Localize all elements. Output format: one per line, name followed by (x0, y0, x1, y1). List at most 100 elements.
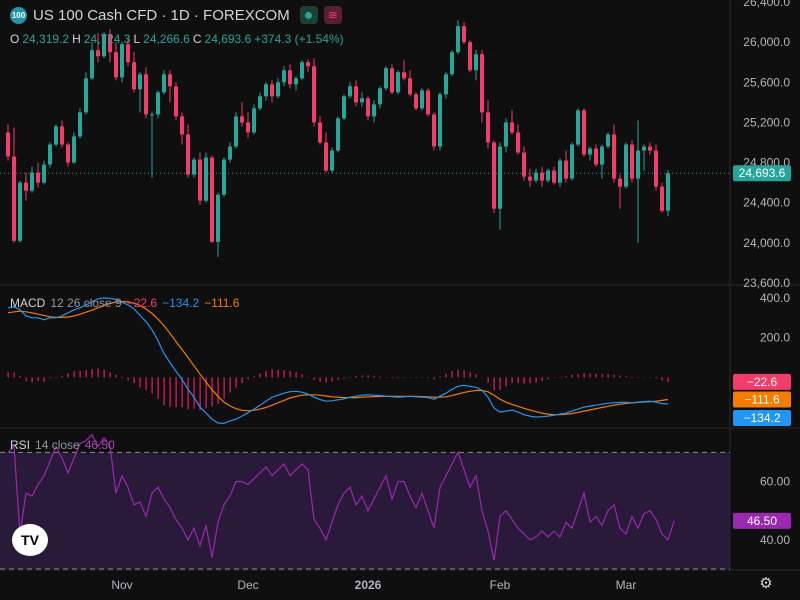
macd-histogram-bar (385, 377, 387, 378)
candle-body (186, 134, 190, 175)
last-price-badge-bg (733, 165, 791, 182)
macd-histogram-bar (595, 373, 597, 378)
macd-histogram-bar (307, 376, 309, 378)
candle-body (252, 108, 256, 133)
macd-histogram-bar (253, 376, 255, 378)
gear-icon[interactable]: ⚙ (759, 575, 773, 592)
candle-body (378, 88, 382, 105)
symbol-badge[interactable]: 100 (10, 6, 27, 24)
macd-histogram-bar (379, 376, 381, 378)
macd-legend-signal: −111.6 (204, 296, 240, 310)
candle-body (234, 116, 238, 147)
macd-legend-name[interactable]: MACD (10, 296, 46, 310)
time-axis-tick: Nov (111, 578, 132, 592)
macd-histogram-bar (169, 377, 171, 407)
macd-histogram-bar (31, 377, 33, 383)
candle-body (474, 54, 478, 71)
high-label: H (72, 32, 81, 46)
candle-body (438, 94, 442, 147)
macd-axis-tick: 400.0 (760, 291, 790, 305)
macd-histogram-bar (175, 377, 177, 408)
candle-body (312, 66, 316, 123)
macd-histogram-bar (121, 377, 123, 379)
macd-axis-tick: 200.0 (760, 331, 790, 345)
time-axis-tick: Dec (237, 578, 258, 592)
macd-histogram-bar (409, 377, 411, 378)
candle-body (372, 104, 376, 117)
macd-histogram-bar (145, 377, 147, 391)
candle-body (480, 54, 484, 113)
candle-body (444, 74, 448, 95)
candle-body (504, 122, 508, 147)
macd-histogram-bar (361, 375, 363, 378)
macd-histogram-bar (637, 377, 639, 378)
candle-body (588, 148, 592, 155)
symbol-title[interactable]: US 100 Cash CFD · 1D · FOREXCOM (33, 6, 290, 24)
price-axis-tick: 23,600.0 (743, 276, 790, 290)
rsi-legend[interactable]: RSI 14 close 46.50 (10, 438, 115, 452)
macd-histogram-bar (463, 370, 465, 378)
macd-histogram-bar (415, 377, 417, 378)
macd-histogram-bar (613, 374, 615, 378)
candle-body (426, 90, 430, 115)
macd-histogram-bar (127, 377, 129, 381)
macd-value-badge: −134.2 (743, 411, 780, 425)
open-label: O (10, 32, 20, 46)
candle-body (630, 144, 634, 179)
candle-body (330, 150, 334, 171)
candle-body (594, 148, 598, 165)
macd-histogram-bar (19, 375, 21, 378)
macd-histogram-bar (97, 368, 99, 378)
rsi-axis-tick: 40.00 (760, 533, 790, 547)
price-axis-tick: 26,400.0 (743, 0, 790, 9)
macd-histogram-bar (403, 377, 405, 378)
candle-body (516, 132, 520, 153)
macd-histogram-bar (391, 377, 393, 378)
candle-body (606, 134, 610, 147)
macd-histogram-bar (271, 369, 273, 378)
last-price-badge: 24,693.6 (739, 166, 786, 180)
macd-histogram-bar (61, 375, 63, 378)
candle-body (156, 92, 160, 115)
macd-histogram-bar (433, 377, 435, 380)
market-status-icon[interactable] (299, 6, 318, 24)
macd-histogram-bar (625, 376, 627, 378)
candle-body (360, 98, 364, 103)
macd-histogram-bar (55, 377, 57, 378)
macd-legend[interactable]: MACD 12 26 close 9 −22.6 −134.2 −111.6 (10, 296, 239, 310)
macd-histogram-bar (43, 377, 45, 382)
macd-histogram-bar (241, 377, 243, 384)
macd-hist-badge-bg (733, 373, 791, 390)
macd-legend-params: 12 26 close 9 (50, 296, 122, 310)
rsi-legend-name[interactable]: RSI (10, 438, 31, 452)
time-axis-tick: 2026 (355, 578, 382, 592)
candle-body (546, 170, 550, 181)
candle-body (162, 74, 166, 93)
macd-histogram-bar (109, 372, 111, 378)
candle-body (84, 78, 88, 113)
candle-body (210, 157, 214, 242)
macd-histogram-bar (427, 377, 429, 379)
macd-histogram-bar (91, 369, 93, 378)
macd-histogram-bar (601, 373, 603, 378)
candle-body (486, 112, 490, 143)
macd-histogram-bar (157, 377, 159, 399)
macd-histogram-bar (523, 377, 525, 384)
candle-body (408, 78, 412, 95)
macd-histogram-bar (217, 377, 219, 404)
macd-histogram-bar (313, 377, 315, 380)
candle-body (540, 172, 544, 181)
tradingview-logo-icon[interactable]: TV (12, 524, 48, 556)
macd-hist-badge: −22.6 (747, 375, 778, 389)
macd-histogram-bar (487, 377, 489, 383)
candle-body (54, 126, 58, 145)
close-label: C (192, 32, 202, 46)
candle-body (318, 122, 322, 143)
data-provider-icon[interactable]: ≋ (323, 6, 342, 24)
macd-histogram-bar (367, 375, 369, 378)
macd-histogram-bar (331, 377, 333, 382)
macd-histogram-bar (469, 372, 471, 378)
macd-line (7, 297, 669, 425)
macd-histogram-bar (499, 377, 501, 391)
